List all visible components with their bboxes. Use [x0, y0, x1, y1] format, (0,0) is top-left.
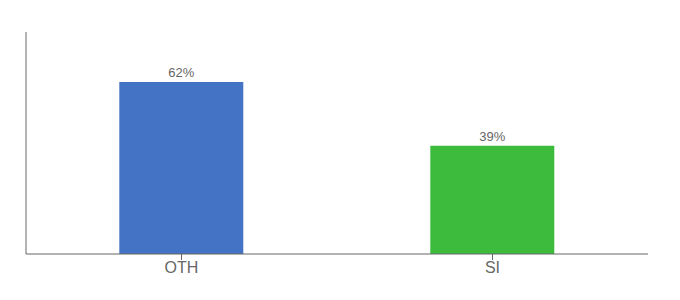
svg-text:SI: SI: [485, 259, 500, 276]
svg-text:OTH: OTH: [165, 259, 199, 276]
svg-text:39%: 39%: [479, 129, 505, 144]
svg-text:62%: 62%: [168, 65, 194, 80]
